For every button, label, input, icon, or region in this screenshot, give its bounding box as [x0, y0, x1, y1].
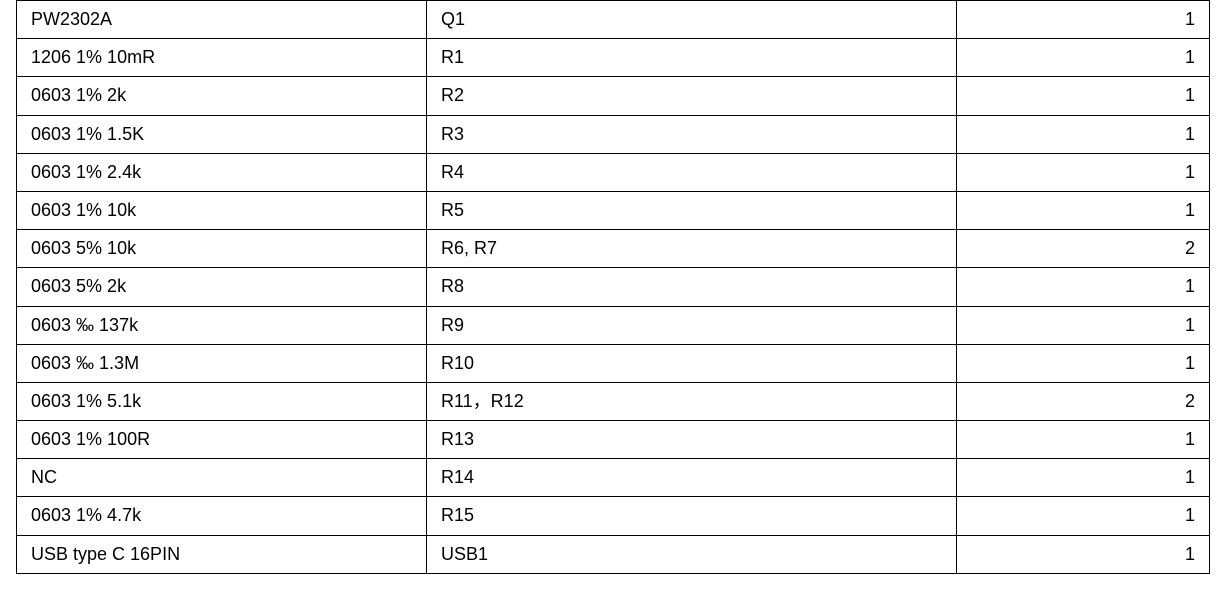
cell-part: NC	[17, 459, 427, 497]
cell-designator: R14	[427, 459, 957, 497]
cell-part: 0603 ‰ 137k	[17, 306, 427, 344]
cell-part: 0603 1% 4.7k	[17, 497, 427, 535]
table-row: USB type C 16PIN USB1 1	[17, 535, 1210, 573]
bom-table-body: PW2302A Q1 1 1206 1% 10mR R1 1 0603 1% 2…	[17, 1, 1210, 574]
cell-qty: 1	[957, 153, 1210, 191]
cell-qty: 1	[957, 1, 1210, 39]
cell-part: 0603 1% 2.4k	[17, 153, 427, 191]
cell-qty: 1	[957, 535, 1210, 573]
cell-part: USB type C 16PIN	[17, 535, 427, 573]
cell-part: PW2302A	[17, 1, 427, 39]
table-row: 0603 1% 100R R13 1	[17, 421, 1210, 459]
table-row: 0603 1% 5.1k R11，R12 2	[17, 382, 1210, 420]
cell-part: 0603 5% 10k	[17, 230, 427, 268]
cell-qty: 1	[957, 77, 1210, 115]
cell-qty: 1	[957, 306, 1210, 344]
bom-table: PW2302A Q1 1 1206 1% 10mR R1 1 0603 1% 2…	[16, 0, 1210, 574]
cell-part: 0603 ‰ 1.3M	[17, 344, 427, 382]
cell-qty: 1	[957, 497, 1210, 535]
cell-part: 1206 1% 10mR	[17, 39, 427, 77]
cell-designator: R9	[427, 306, 957, 344]
table-row: 0603 1% 1.5K R3 1	[17, 115, 1210, 153]
cell-qty: 1	[957, 459, 1210, 497]
table-row: 0603 1% 2.4k R4 1	[17, 153, 1210, 191]
cell-designator: R3	[427, 115, 957, 153]
cell-designator: R5	[427, 191, 957, 229]
cell-part: 0603 5% 2k	[17, 268, 427, 306]
cell-qty: 2	[957, 230, 1210, 268]
cell-qty: 2	[957, 382, 1210, 420]
table-row: 0603 1% 2k R2 1	[17, 77, 1210, 115]
cell-part: 0603 1% 100R	[17, 421, 427, 459]
table-row: 0603 1% 10k R5 1	[17, 191, 1210, 229]
table-row: 0603 ‰ 1.3M R10 1	[17, 344, 1210, 382]
cell-designator: R10	[427, 344, 957, 382]
cell-designator: R13	[427, 421, 957, 459]
cell-designator: Q1	[427, 1, 957, 39]
table-row: 0603 5% 2k R8 1	[17, 268, 1210, 306]
table-row: 1206 1% 10mR R1 1	[17, 39, 1210, 77]
table-row: PW2302A Q1 1	[17, 1, 1210, 39]
cell-part: 0603 1% 10k	[17, 191, 427, 229]
page-wrap: PW2302A Q1 1 1206 1% 10mR R1 1 0603 1% 2…	[0, 0, 1226, 574]
cell-qty: 1	[957, 268, 1210, 306]
cell-designator: USB1	[427, 535, 957, 573]
table-row: 0603 ‰ 137k R9 1	[17, 306, 1210, 344]
cell-designator: R6, R7	[427, 230, 957, 268]
cell-qty: 1	[957, 191, 1210, 229]
cell-designator: R8	[427, 268, 957, 306]
cell-part: 0603 1% 5.1k	[17, 382, 427, 420]
cell-part: 0603 1% 1.5K	[17, 115, 427, 153]
cell-designator: R11，R12	[427, 382, 957, 420]
cell-qty: 1	[957, 421, 1210, 459]
table-row: 0603 1% 4.7k R15 1	[17, 497, 1210, 535]
cell-designator: R4	[427, 153, 957, 191]
cell-designator: R15	[427, 497, 957, 535]
cell-designator: R2	[427, 77, 957, 115]
cell-designator: R1	[427, 39, 957, 77]
cell-qty: 1	[957, 115, 1210, 153]
cell-part: 0603 1% 2k	[17, 77, 427, 115]
table-row: 0603 5% 10k R6, R7 2	[17, 230, 1210, 268]
table-row: NC R14 1	[17, 459, 1210, 497]
cell-qty: 1	[957, 39, 1210, 77]
cell-qty: 1	[957, 344, 1210, 382]
